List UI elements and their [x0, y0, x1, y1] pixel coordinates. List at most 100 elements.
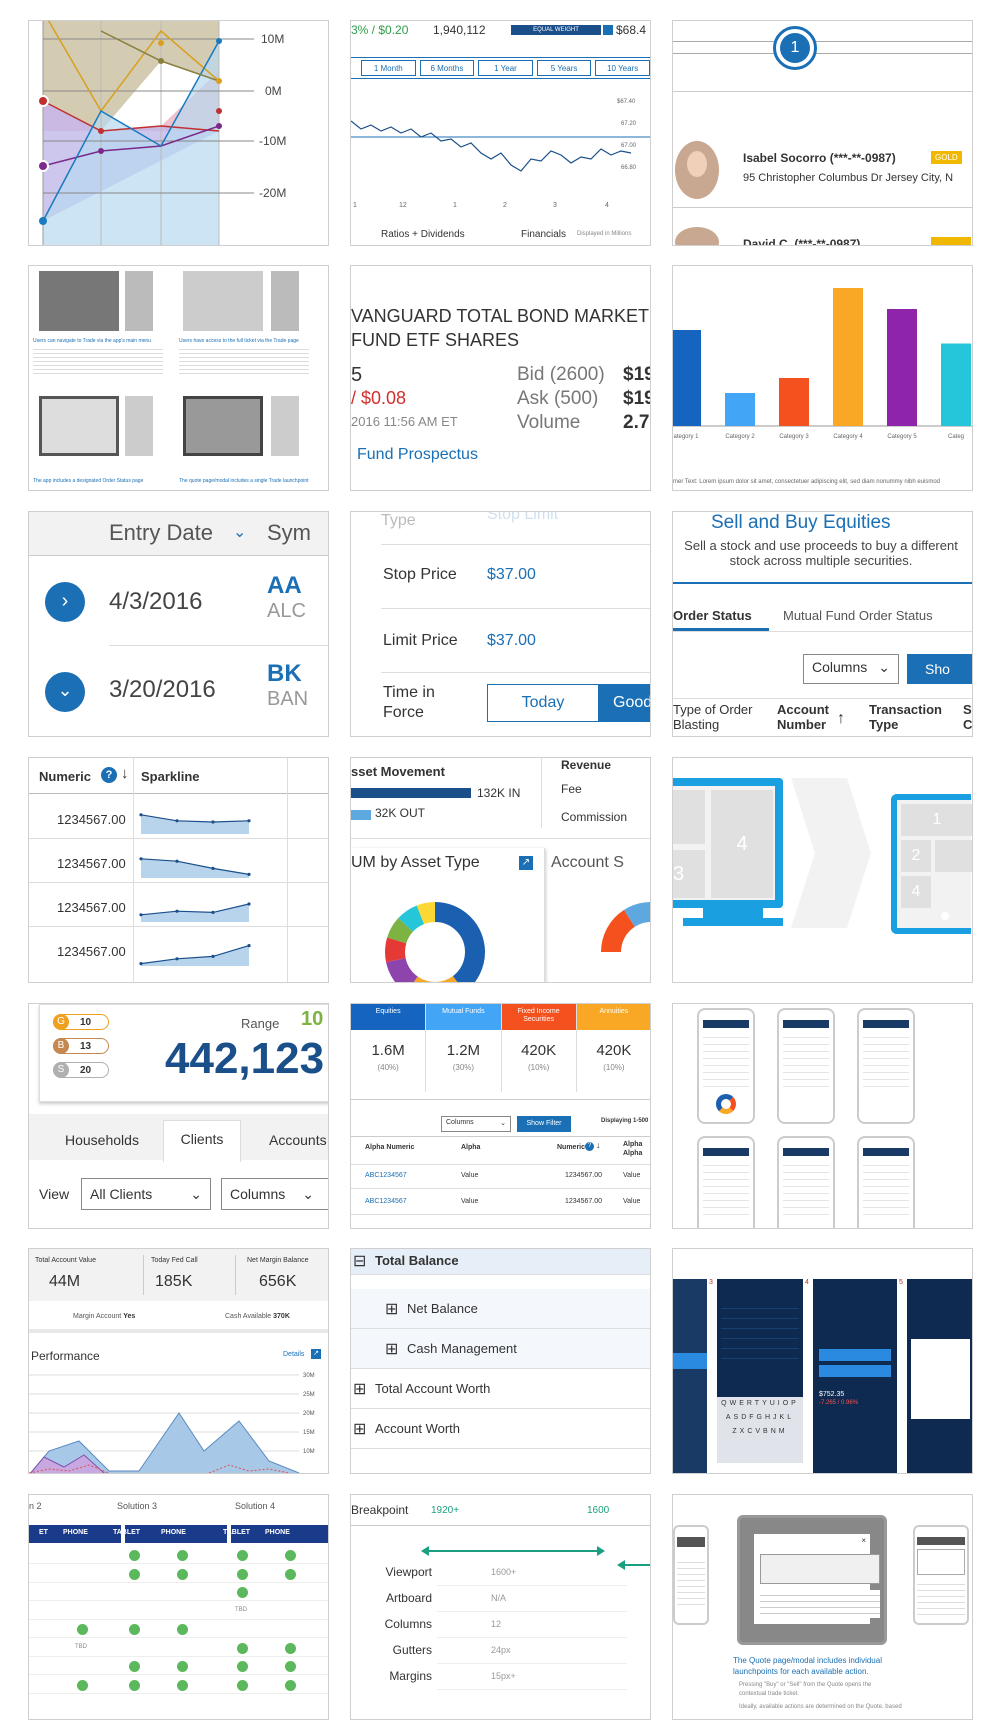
col-alpha-alpha[interactable]: Alpha Alpha: [623, 1141, 643, 1157]
expand-icon[interactable]: ⊞: [353, 1421, 367, 1438]
tbd-label: TBD: [235, 1606, 247, 1613]
entry-date-header[interactable]: Entry Date: [109, 520, 213, 545]
home-button: [941, 912, 949, 920]
fund-prospectus-link[interactable]: Fund Prospectus: [357, 446, 478, 463]
tab-clients[interactable]: Clients: [163, 1120, 241, 1162]
range-value: 10: [301, 1008, 324, 1030]
chevron-down-icon: ⌄: [878, 659, 890, 675]
device-header: PHONE: [265, 1529, 290, 1536]
col-numeric[interactable]: Numeric: [39, 769, 92, 784]
today-button[interactable]: Today: [487, 684, 599, 722]
symbol-header[interactable]: Sym: [267, 520, 311, 545]
expand-icon[interactable]: ⊞: [353, 1381, 367, 1398]
tree-row[interactable]: ⊟ Total Balance: [351, 1249, 650, 1275]
row-symbol[interactable]: AA: [267, 572, 302, 599]
check-icon: [177, 1624, 188, 1635]
breakpoint-value: 1600: [587, 1505, 610, 1516]
category-label: Categ: [948, 434, 964, 440]
chevron-down-icon[interactable]: ⌄: [233, 524, 247, 541]
help-icon[interactable]: ?: [101, 767, 117, 783]
client-name[interactable]: Isabel Socorro (***-**-0987): [743, 151, 896, 165]
check-icon: [237, 1661, 248, 1672]
row-link[interactable]: ABC1234567: [365, 1198, 407, 1205]
expand-icon[interactable]: ⊞: [385, 1301, 399, 1318]
external-link-icon[interactable]: ↗: [311, 1349, 321, 1359]
columns-select[interactable]: Columns ⌄: [441, 1116, 511, 1132]
tab-10-years[interactable]: 10 Years: [595, 60, 650, 76]
help-icon[interactable]: ?: [585, 1142, 594, 1151]
expand-icon[interactable]: ⊞: [385, 1341, 399, 1358]
wireframe-note: Users can navigate to Trade via the app'…: [33, 338, 151, 344]
sort-down-icon[interactable]: ↓: [596, 1140, 601, 1150]
external-link-icon[interactable]: ↗: [519, 856, 533, 870]
show-filter-button[interactable]: Sho: [907, 654, 972, 684]
client-name[interactable]: David C (***-**-0987): [743, 237, 861, 246]
col-account[interactable]: Account Number: [777, 702, 829, 732]
step-ring: 1: [773, 26, 817, 70]
col-type[interactable]: Type of Order Blasting: [673, 702, 753, 732]
tile-quote-modal: × The Quote page/modal includes individu…: [672, 1494, 973, 1720]
good-button[interactable]: Good: [599, 684, 650, 722]
stop-price-value[interactable]: $37.00: [487, 566, 536, 583]
limit-price-value[interactable]: $37.00: [487, 632, 536, 649]
sort-up-icon[interactable]: ↑: [837, 710, 845, 727]
columns-select[interactable]: Columns ⌄: [803, 654, 899, 684]
keyboard[interactable]: QWERTYUIOP ASDFGHJKL ZXCVBNM: [717, 1397, 803, 1463]
details-link[interactable]: Details: [283, 1351, 305, 1358]
breakpoint-row-value: 1600+: [491, 1567, 517, 1577]
tree-row[interactable]: ⊞ Cash Management: [351, 1329, 650, 1369]
category-card[interactable]: Fixed Income Securities 420K (10%): [501, 1004, 577, 1092]
wireframe-phone: [271, 396, 299, 456]
category-card[interactable]: Mutual Funds 1.2M (30%): [426, 1004, 502, 1092]
columns-select[interactable]: Columns ⌄: [221, 1178, 328, 1210]
tile-sell-buy: Sell and Buy Equities Sell a stock and u…: [672, 511, 973, 737]
check-icon: [177, 1661, 188, 1672]
y-tick: 0M: [265, 84, 282, 98]
sort-down-icon[interactable]: ↓: [121, 765, 129, 782]
category-card[interactable]: Equities 1.6M (40%): [351, 1004, 427, 1092]
type-label: Type: [381, 512, 416, 529]
col-numeric[interactable]: Numeric: [557, 1144, 586, 1151]
tab-accounts[interactable]: Accounts: [269, 1132, 327, 1148]
tab-1-month[interactable]: 1 Month: [361, 60, 416, 76]
tree-row[interactable]: ⊞ Account Worth: [351, 1409, 650, 1449]
tab-1-year[interactable]: 1 Year: [478, 60, 533, 76]
tile-stock-chart: 3% / $0.20 1,940,112 EQUAL WEIGHT $68.4 …: [350, 20, 651, 246]
quote-bullet: Pressing "Buy" or "Sell" from the Quote …: [739, 1682, 872, 1697]
tab-6-months[interactable]: 6 Months: [419, 60, 475, 76]
expand-icon[interactable]: ›: [45, 582, 85, 622]
tab-order-status[interactable]: Order Status: [673, 608, 752, 623]
out-label: 32K OUT: [375, 806, 426, 820]
desktop-device: 4 3: [673, 778, 783, 908]
row-link[interactable]: ABC1234567: [365, 1172, 407, 1179]
device-header: TABLET: [113, 1529, 141, 1536]
numeric-cell: 1234567.00: [57, 856, 126, 871]
collapse-icon[interactable]: ⌄: [45, 672, 85, 712]
tree-row[interactable]: ⊞ Net Balance: [351, 1289, 650, 1329]
view-select[interactable]: All Clients ⌄: [81, 1178, 211, 1210]
show-filter-button[interactable]: Show Filter: [517, 1116, 571, 1132]
bar: [673, 330, 701, 426]
row-date: 4/3/2016: [109, 588, 203, 615]
tile-mobile-screens: [672, 1003, 973, 1229]
tab-5-years[interactable]: 5 Years: [536, 60, 592, 76]
breakpoint-table: Viewport 1600+ Artboard N/A Columns 12 Gutters…: [351, 1565, 650, 1719]
category-card[interactable]: Annuities 420K (10%): [576, 1004, 650, 1092]
sparkline: [140, 903, 250, 916]
price-fragment: 5: [351, 364, 363, 386]
tree-row[interactable]: ⊞ Total Account Worth: [351, 1369, 650, 1409]
fee-label: Fee: [561, 782, 582, 796]
line-chart: 10M 0M -10M -20M: [37, 21, 286, 245]
tab-households[interactable]: Households: [65, 1132, 139, 1148]
col-transaction[interactable]: Transaction Type: [869, 702, 942, 732]
collapse-icon[interactable]: ⊟: [353, 1253, 367, 1270]
fund-title-2: FUND ETF SHARES: [351, 330, 520, 350]
solution-label: Solution 3: [117, 1501, 158, 1511]
row-symbol[interactable]: BK: [267, 660, 302, 687]
tab-mutual-fund-order-status[interactable]: Mutual Fund Order Status: [783, 608, 933, 623]
col-alpha[interactable]: Alpha: [461, 1144, 481, 1151]
category-value: 420K: [596, 1042, 632, 1059]
sparkline-point: [247, 819, 251, 823]
col-status[interactable]: S C: [963, 702, 973, 732]
col-alpha-numeric[interactable]: Alpha Numeric: [365, 1144, 415, 1151]
